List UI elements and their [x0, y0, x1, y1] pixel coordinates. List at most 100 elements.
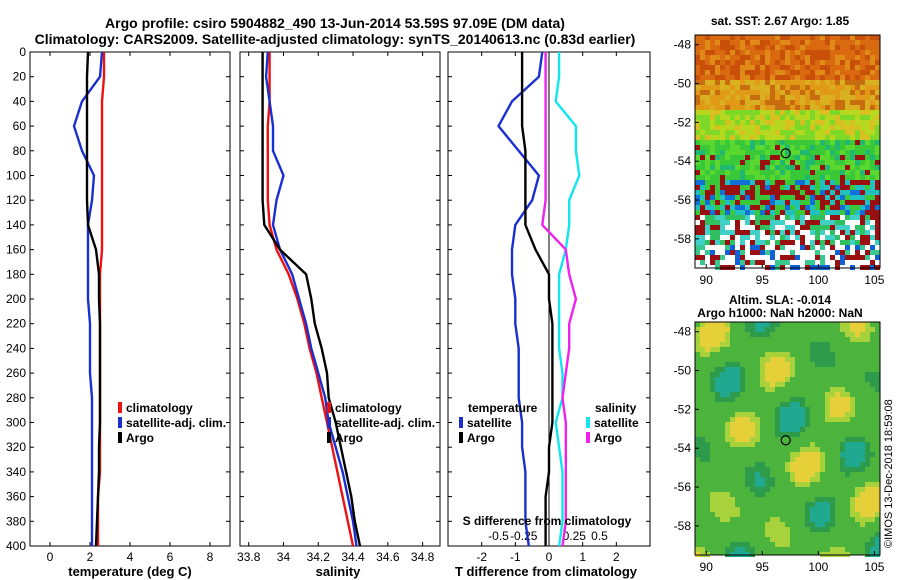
sst-pixel	[790, 130, 795, 135]
sst-pixel	[765, 170, 770, 175]
sst-pixel	[830, 45, 835, 50]
sla-pixel	[800, 457, 805, 462]
sst-pixel	[720, 190, 725, 195]
sst-pixel	[815, 115, 820, 120]
sla-pixel	[700, 332, 705, 337]
sst-pixel	[755, 155, 760, 160]
sst-pixel	[850, 115, 855, 120]
sst-pixel	[755, 195, 760, 200]
sst-pixel	[825, 85, 830, 90]
sla-pixel	[860, 487, 865, 492]
sst-pixel	[840, 115, 845, 120]
sst-pixel	[730, 85, 735, 90]
sst-pixel	[840, 250, 845, 255]
sst-pixel	[700, 85, 705, 90]
sst-pixel	[870, 70, 875, 75]
sla-pixel	[830, 522, 835, 527]
sla-pixel	[695, 347, 700, 352]
sla-pixel	[820, 517, 825, 522]
sst-pixel	[845, 75, 850, 80]
sst-pixel	[765, 250, 770, 255]
sst-pixel	[870, 90, 875, 95]
sst-pixel	[710, 90, 715, 95]
sst-pixel	[815, 235, 820, 240]
sla-pixel	[805, 512, 810, 517]
sst-pixel	[770, 100, 775, 105]
sla-pixel	[760, 472, 765, 477]
sst-pixel	[790, 75, 795, 80]
sst-pixel	[700, 260, 705, 265]
sst-pixel	[750, 180, 755, 185]
sst-pixel	[840, 95, 845, 100]
sst-pixel	[870, 185, 875, 190]
sla-pixel	[770, 527, 775, 532]
sla-pixel	[850, 437, 855, 442]
sst-pixel	[820, 155, 825, 160]
sst-pixel	[715, 70, 720, 75]
sst-pixel	[780, 50, 785, 55]
sst-pixel	[840, 40, 845, 45]
sla-pixel	[795, 397, 800, 402]
sla-pixel	[760, 462, 765, 467]
sst-pixel	[820, 90, 825, 95]
sst-map-title: sat. SST: 2.67 Argo: 1.85	[711, 14, 850, 28]
sst-pixel	[765, 220, 770, 225]
sst-pixel	[830, 40, 835, 45]
sst-pixel	[735, 50, 740, 55]
sst-pixel	[785, 130, 790, 135]
sst-pixel	[725, 70, 730, 75]
sst-pixel	[790, 145, 795, 150]
sst-pixel	[720, 55, 725, 60]
sla-pixel	[845, 332, 850, 337]
sst-pixel	[705, 160, 710, 165]
sst-pixel	[715, 90, 720, 95]
sst-pixel	[730, 200, 735, 205]
sst-pixel	[785, 255, 790, 260]
legend-label-climatology: climatology	[335, 401, 402, 415]
sst-pixel	[875, 165, 880, 170]
sst-pixel	[860, 140, 865, 145]
sst-pixel	[720, 50, 725, 55]
sst-pixel	[780, 125, 785, 130]
sst-pixel	[830, 145, 835, 150]
sst-pixel	[860, 215, 865, 220]
sst-pixel	[820, 205, 825, 210]
sst-pixel	[875, 240, 880, 245]
sla-pixel	[860, 437, 865, 442]
sst-pixel	[855, 75, 860, 80]
sla-pixel	[750, 472, 755, 477]
sla-pixel	[725, 437, 730, 442]
sst-pixel	[845, 150, 850, 155]
sst-pixel	[795, 80, 800, 85]
sst-pixel	[770, 75, 775, 80]
sst-pixel	[860, 60, 865, 65]
sla-pixel	[805, 452, 810, 457]
sst-pixel	[755, 110, 760, 115]
sla-pixel	[720, 517, 725, 522]
sst-pixel	[745, 175, 750, 180]
sst-pixel	[795, 185, 800, 190]
sst-pixel	[755, 105, 760, 110]
sst-pixel	[725, 45, 730, 50]
sst-pixel	[705, 215, 710, 220]
sla-pixel	[870, 382, 875, 387]
sst-pixel	[750, 185, 755, 190]
x-tick-label: 34.2	[307, 550, 331, 564]
sla-pixel	[725, 427, 730, 432]
sla-pixel	[820, 342, 825, 347]
sst-pixel	[785, 185, 790, 190]
sla-pixel	[750, 442, 755, 447]
sst-pixel	[855, 135, 860, 140]
sst-pixel	[740, 110, 745, 115]
sst-pixel	[795, 135, 800, 140]
sst-pixel	[725, 150, 730, 155]
sst-pixel	[770, 90, 775, 95]
sla-pixel	[770, 362, 775, 367]
sst-pixel	[700, 50, 705, 55]
sst-pixel	[855, 140, 860, 145]
map-x-tick-label: 90	[700, 560, 714, 574]
sla-pixel	[835, 402, 840, 407]
sst-pixel	[710, 230, 715, 235]
sst-pixel	[815, 40, 820, 45]
sst-pixel	[750, 110, 755, 115]
